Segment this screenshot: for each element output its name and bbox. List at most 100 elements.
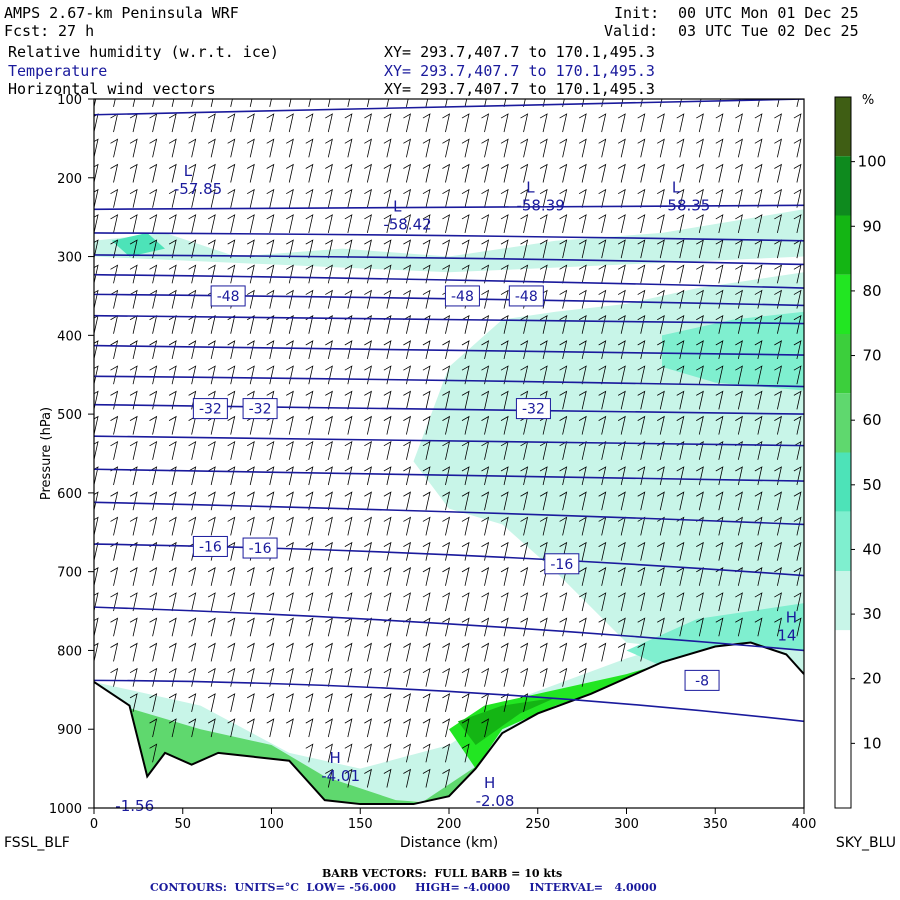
init-time: 00 UTC Mon 01 Dec 25 (678, 4, 859, 22)
colorbar-label: 10 (862, 734, 881, 752)
wind-barb (230, 99, 233, 107)
wind-barb (715, 188, 724, 208)
wind-barb (344, 491, 353, 511)
x-tick-label: 150 (348, 817, 373, 832)
wind-barb (364, 516, 372, 536)
wind-barb (168, 441, 177, 460)
wind-barb (227, 642, 236, 662)
wind-barb (305, 667, 314, 687)
wind-barb (500, 340, 509, 360)
wind-barb (247, 567, 255, 586)
wind-barb (774, 289, 782, 309)
isotherm (94, 606, 804, 652)
wind-barb (696, 239, 704, 259)
wind-barb (247, 466, 255, 486)
field-temp: Temperature (8, 62, 108, 80)
wind-barb (94, 592, 99, 612)
wind-barb (110, 113, 119, 133)
wind-barb (637, 314, 646, 334)
wind-barb (110, 365, 119, 385)
wind-barb (207, 163, 216, 183)
wind-barb (364, 214, 372, 234)
wind-barb (110, 163, 119, 183)
wind-barb (207, 441, 216, 460)
wind-barb (481, 718, 490, 738)
wind-barb (422, 567, 431, 586)
wind-barb (325, 214, 333, 234)
wind-barb (94, 466, 99, 486)
wind-barb (110, 214, 119, 234)
wind-barb (403, 567, 411, 586)
wind-barb (578, 516, 587, 536)
wind-barb (227, 541, 236, 561)
wind-barb (383, 188, 392, 208)
wind-barb (500, 491, 509, 511)
wind-barb (149, 743, 158, 763)
wind-barb (110, 617, 119, 637)
wind-barb (364, 289, 372, 309)
wind-barb (422, 617, 431, 637)
wind-barb (657, 188, 665, 208)
wind-barb (559, 214, 568, 234)
wind-barb (637, 365, 646, 385)
wind-barb (286, 188, 294, 208)
wind-barb (168, 617, 177, 637)
wind-barb (305, 693, 314, 712)
wind-barb (266, 138, 275, 158)
wind-barb (403, 264, 411, 284)
wind-barb (168, 415, 177, 435)
wind-barb (149, 415, 158, 435)
wind-barb (149, 214, 158, 234)
contour-label: -48 (515, 289, 538, 305)
right-endpoint-label: SKY_BLU (836, 835, 896, 851)
wind-barb (110, 239, 119, 259)
wind-barb (676, 491, 685, 511)
isotherm (94, 314, 804, 325)
wind-barb (500, 314, 509, 334)
contour-label-box (544, 553, 580, 575)
y-tick-label: 400 (57, 329, 82, 344)
wind-barb (344, 365, 353, 385)
wind-barb (735, 617, 743, 637)
wind-barb (442, 264, 451, 284)
wind-barb (637, 138, 646, 158)
wind-barb (578, 390, 587, 410)
wind-barb (657, 491, 665, 511)
colorbar-label: 60 (862, 411, 881, 429)
wind-barb (383, 491, 392, 511)
wind-barb (422, 264, 431, 284)
wind-barb (207, 718, 216, 738)
extremum-value: -58.35 (662, 197, 710, 215)
contour-label: -16 (199, 539, 222, 555)
wind-barb (344, 415, 353, 435)
wind-barb (422, 541, 431, 561)
wind-barb (481, 390, 490, 410)
isotherm (94, 232, 804, 242)
wind-barb (696, 365, 704, 385)
wind-barb (481, 667, 490, 687)
wind-barb (110, 441, 119, 460)
wind-barb (364, 365, 372, 385)
wind-barb (715, 617, 724, 637)
wind-barb (481, 541, 490, 561)
rh-shading (94, 209, 804, 808)
wind-barb (676, 617, 685, 637)
wind-barb (94, 617, 99, 637)
wind-barb (227, 365, 236, 385)
fcst-label: Fcst: (4, 22, 50, 40)
wind-barb (735, 415, 743, 435)
wind-barb (637, 441, 646, 460)
wind-barb (188, 491, 197, 511)
wind-barb (266, 491, 275, 511)
wind-barb (617, 113, 626, 133)
wind-barb (344, 163, 353, 183)
wind-barb (696, 188, 704, 208)
wind-barb (735, 214, 743, 234)
wind-barb (422, 214, 431, 234)
wind-barb (344, 567, 353, 586)
wind-barb (617, 214, 626, 234)
wind-barb (422, 340, 431, 360)
wind-barb (793, 541, 802, 561)
wind-barb (168, 693, 177, 712)
